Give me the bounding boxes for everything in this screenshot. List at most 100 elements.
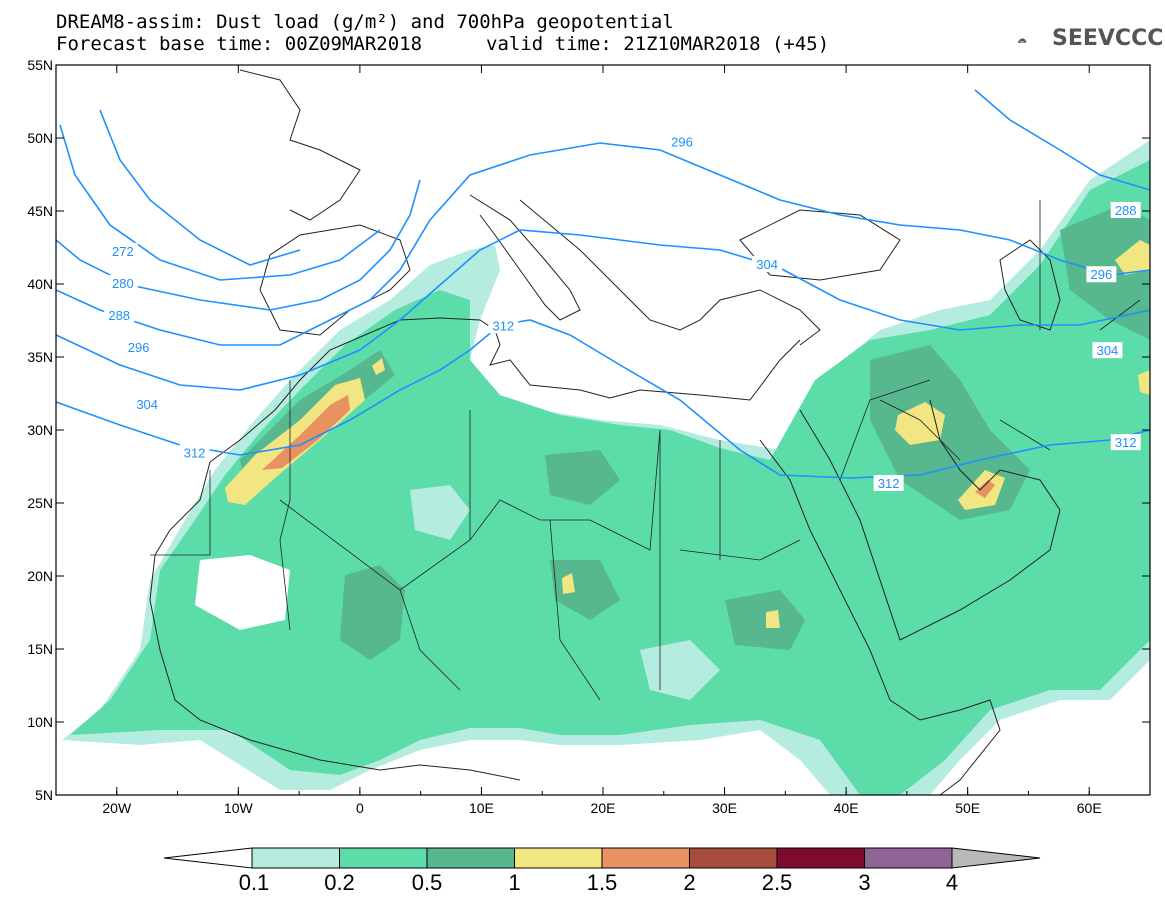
seevccc-logo-text: SEEVCCC bbox=[1052, 26, 1164, 51]
colorbar-segment bbox=[514, 847, 603, 869]
colorbar-label: 0.1 bbox=[239, 870, 270, 895]
colorbar-label: 4 bbox=[946, 870, 958, 895]
colorbar-label: 2 bbox=[683, 870, 695, 895]
dust-free-area-west bbox=[195, 555, 290, 630]
contour-label-bg bbox=[123, 339, 154, 356]
valid-time: valid time: 21Z10MAR2018 (+45) bbox=[486, 33, 830, 55]
dust-free-area-sahel bbox=[410, 485, 470, 540]
contour-label-bg bbox=[667, 133, 698, 150]
contour-label: 312 bbox=[878, 476, 900, 491]
contour-280 bbox=[59, 124, 381, 281]
contour-label: 272 bbox=[112, 244, 134, 259]
lat-tick-label: 25N bbox=[27, 495, 53, 511]
contour-label-bg bbox=[1110, 434, 1141, 451]
colorbar-high-arrow bbox=[951, 847, 1041, 869]
contour-label: 296 bbox=[1091, 267, 1113, 282]
lon-tick-label: 20E bbox=[591, 800, 616, 816]
geopotential-contours bbox=[56, 89, 1150, 479]
colorbar-segment bbox=[251, 847, 340, 869]
contour-label-bg bbox=[1086, 266, 1117, 283]
forecast-base-time: Forecast base time: 00Z09MAR2018 bbox=[56, 33, 423, 55]
dust-fields bbox=[62, 140, 1150, 795]
contour-label-bg bbox=[752, 256, 783, 273]
colorbar-segment bbox=[426, 847, 515, 869]
contour-label: 312 bbox=[492, 318, 514, 333]
contour-label: 288 bbox=[1115, 203, 1137, 218]
dust-level-1-caspian bbox=[1115, 240, 1150, 275]
lon-tick-label: 10W bbox=[224, 800, 254, 816]
dust-level-1-algeria bbox=[372, 358, 385, 375]
coastline-horn-africa bbox=[889, 699, 1001, 795]
contour-288 bbox=[56, 179, 421, 311]
lat-tick-label: 40N bbox=[27, 276, 53, 292]
contour-label: 312 bbox=[1115, 435, 1137, 450]
dust-level-0.5-west-sahara bbox=[340, 565, 405, 660]
contour-label-bg bbox=[107, 242, 138, 259]
coastline-italy bbox=[469, 194, 581, 321]
cloud-icon bbox=[1018, 38, 1027, 44]
contour-296 bbox=[56, 142, 1150, 346]
colorbar-segment bbox=[601, 847, 690, 869]
coastline-west-africa bbox=[149, 461, 521, 781]
coastline-balkans-greece bbox=[519, 199, 821, 346]
lon-tick-label: 40E bbox=[834, 800, 859, 816]
contour-label: 304 bbox=[756, 257, 778, 272]
colorbar: 0.1 0.2 0.5 1 1.5 2 2.5 3 4 bbox=[163, 847, 1041, 895]
contour-label-bg bbox=[1110, 202, 1141, 218]
lat-tick-label: 50N bbox=[27, 130, 53, 146]
dust-level-1-iran bbox=[1138, 370, 1150, 395]
contour-304 bbox=[56, 229, 1150, 391]
contour-312 bbox=[56, 319, 1150, 479]
contour-label-bg bbox=[132, 396, 163, 413]
dust-level-0.5-sudan bbox=[725, 590, 805, 650]
dust-level-1.5-morocco bbox=[262, 395, 350, 470]
dust-level-1.5-gulf bbox=[975, 480, 995, 498]
dust-level-0.5-chad bbox=[550, 560, 620, 620]
colorbar-label: 3 bbox=[858, 870, 870, 895]
coastlines-borders bbox=[149, 69, 1141, 795]
colorbar-label: 0.5 bbox=[412, 870, 443, 895]
coastline-black-sea bbox=[739, 209, 901, 281]
lon-tick-label: 0 bbox=[356, 800, 364, 816]
contour-label: 312 bbox=[184, 445, 206, 460]
contour-288-east bbox=[974, 89, 1150, 191]
contour-label-bg bbox=[873, 475, 904, 492]
lat-tick-label: 10N bbox=[27, 714, 53, 730]
colorbar-label: 0.2 bbox=[324, 870, 355, 895]
country-borders bbox=[150, 200, 1141, 701]
map-title: DREAM8-assim: Dust load (g/m²) and 700hP… bbox=[56, 11, 674, 33]
contour-label-bg bbox=[107, 275, 138, 291]
contour-272 bbox=[99, 109, 301, 266]
dust-level-1-chad bbox=[562, 573, 575, 594]
colorbar-segment bbox=[339, 847, 428, 869]
dust-level-0.5-central bbox=[545, 450, 620, 505]
contour-label-bg bbox=[104, 307, 135, 324]
contour-label-bg bbox=[179, 444, 210, 461]
contour-label: 296 bbox=[671, 134, 693, 149]
coastline-uk-france bbox=[239, 69, 361, 221]
coastline-red-sea bbox=[759, 409, 901, 701]
contour-label: 288 bbox=[108, 308, 130, 323]
coastline-caspian bbox=[999, 239, 1061, 331]
lat-tick-label: 45N bbox=[27, 203, 53, 219]
lat-tick-label: 55N bbox=[27, 57, 53, 73]
contour-label: 304 bbox=[136, 397, 158, 412]
lon-tick-label: 20W bbox=[102, 800, 132, 816]
colorbar-segment bbox=[864, 847, 953, 869]
colorbar-label: 2.5 bbox=[762, 870, 793, 895]
lat-tick-label: 5N bbox=[35, 787, 53, 803]
contour-label: 304 bbox=[1097, 343, 1119, 358]
colorbar-label: 1 bbox=[508, 870, 520, 895]
coastline-arabia bbox=[899, 399, 1061, 641]
contour-label: 280 bbox=[112, 276, 134, 291]
colorbar-label: 1.5 bbox=[587, 870, 618, 895]
lon-tick-label: 50E bbox=[955, 800, 980, 816]
colorbar-low-arrow bbox=[163, 847, 253, 869]
lon-tick-label: 10E bbox=[469, 800, 494, 816]
axis-ticks bbox=[55, 64, 1151, 796]
lat-tick-label: 20N bbox=[27, 568, 53, 584]
lat-tick-label: 35N bbox=[27, 349, 53, 365]
contour-label: 296 bbox=[128, 340, 150, 355]
colorbar-segment bbox=[689, 847, 778, 869]
